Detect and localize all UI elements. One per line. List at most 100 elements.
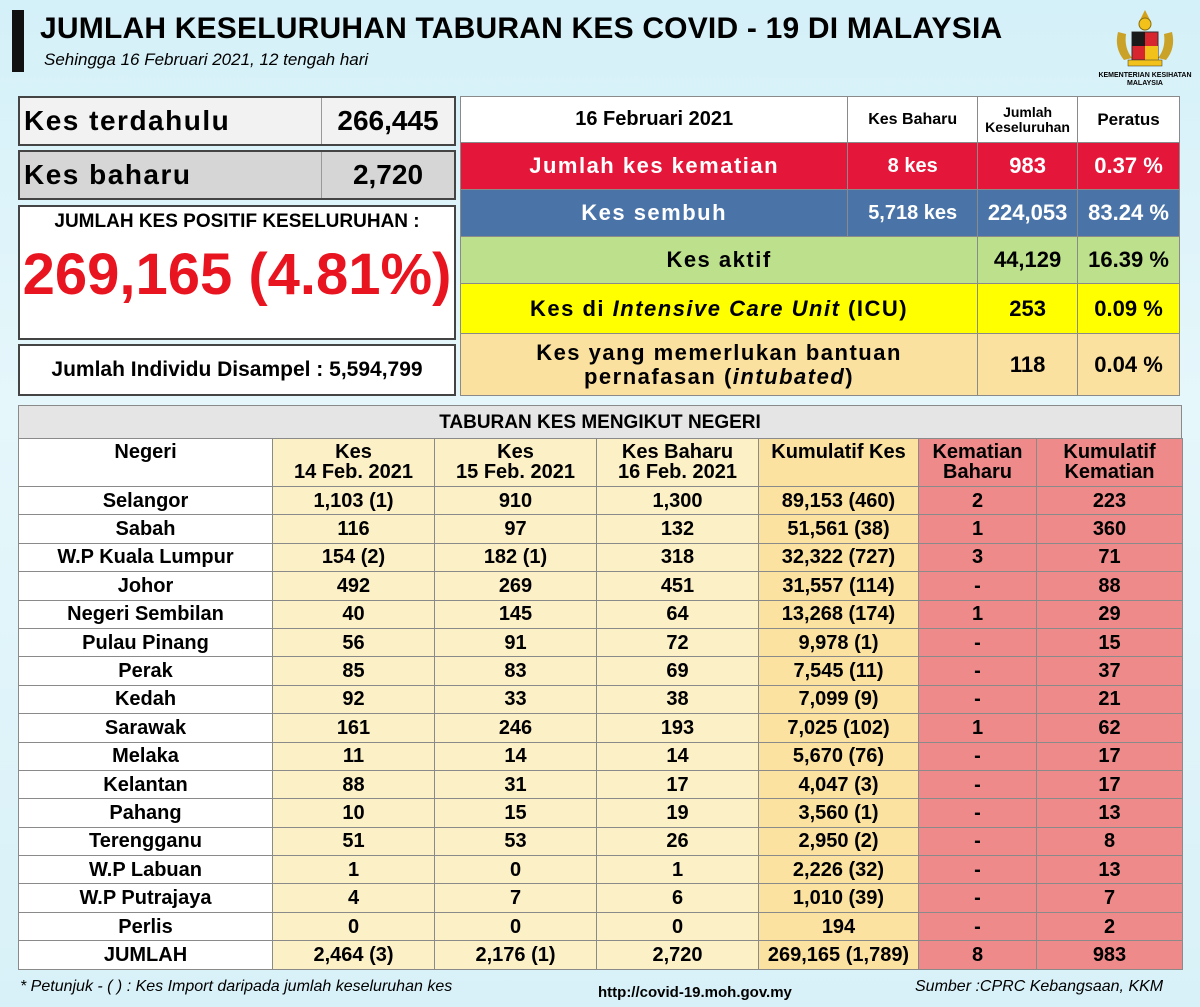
- summary-row-intubated: Kes yang memerlukan bantuan pernafasan (…: [459, 333, 1180, 396]
- cell-cases-14feb: 1: [272, 855, 435, 885]
- cell-new-cases-16feb: 451: [596, 571, 759, 601]
- summary-table: 16 Februari 2021 Kes Baharu Jumlah Kesel…: [459, 96, 1180, 396]
- summary-row-icu: Kes di Intensive Care Unit (ICU) 253 0.0…: [459, 283, 1180, 334]
- recovered-label: Kes sembuh: [459, 189, 849, 237]
- table-row: W.P Labuan 1 0 1 2,226 (32) -13: [18, 855, 1183, 885]
- deaths-label: Jumlah kes kematian: [459, 142, 849, 190]
- summary-header-new: Kes Baharu: [847, 96, 979, 143]
- cell-cumulative-deaths: 223: [1036, 485, 1183, 516]
- coat-of-arms-icon: [1116, 10, 1174, 67]
- cell-cases-15feb: 7: [434, 883, 597, 913]
- cell-cases-15feb: 15: [434, 798, 597, 828]
- cell-new-cases-16feb: 0: [596, 911, 759, 942]
- cell-cases-15feb: 2,176 (1): [434, 940, 597, 970]
- previous-cases-row: Kes terdahulu 266,445: [18, 96, 456, 146]
- cell-state: Pahang: [18, 798, 273, 828]
- cell-cases-14feb: 2,464 (3): [272, 940, 435, 970]
- cell-state: Selangor: [18, 485, 273, 516]
- cell-state: JUMLAH: [18, 940, 273, 970]
- cell-cumulative-cases: 7,099 (9): [758, 684, 919, 715]
- recovered-pct: 83.24 %: [1077, 189, 1180, 237]
- summary-row-recovered: Kes sembuh 5,718 kes 224,053 83.24 %: [459, 189, 1180, 237]
- cell-cumulative-cases: 51,561 (38): [758, 514, 919, 544]
- cell-cases-15feb: 33: [434, 684, 597, 715]
- cell-cases-15feb: 0: [434, 911, 597, 942]
- cell-new-deaths: 1: [918, 599, 1037, 629]
- cell-cumulative-cases: 2,226 (32): [758, 855, 919, 885]
- state-distribution: TABURAN KES MENGIKUT NEGERI Negeri Kes 14 …: [18, 405, 1183, 970]
- cell-state: Kedah: [18, 684, 273, 715]
- table-row: Sabah 116 97 132 51,561 (38) 1 360: [18, 514, 1183, 544]
- new-cases-row: Kes baharu 2,720: [18, 150, 456, 200]
- cell-cumulative-cases: 5,670 (76): [758, 741, 919, 771]
- cell-state: Perlis: [18, 911, 273, 942]
- cell-cumulative-deaths: 7: [1036, 883, 1183, 913]
- table-row: W.P Kuala Lumpur 154 (2) 182 (1) 318 32,322 …: [18, 542, 1183, 573]
- icu-pct: 0.09 %: [1077, 283, 1180, 334]
- cell-cases-14feb: 88: [272, 769, 435, 800]
- new-cases-value: 2,720: [352, 159, 424, 190]
- cell-new-deaths: 1: [918, 713, 1037, 743]
- table-row: Pahang 10 15 19 3,560 (1) -13: [18, 798, 1183, 828]
- cell-cases-14feb: 0: [272, 911, 435, 942]
- cell-new-deaths: -: [918, 911, 1037, 942]
- previous-cases-value: 266,445: [337, 105, 439, 136]
- summary-date: 16 Februari 2021: [459, 96, 849, 143]
- cell-cumulative-cases: 7,545 (11): [758, 656, 919, 686]
- header-state: Negeri: [18, 438, 273, 487]
- footnote: * Petunjuk - ( ) : Kes Import daripada j…: [20, 978, 453, 995]
- cell-cumulative-cases: 194: [758, 911, 919, 942]
- deaths-total: 983: [977, 142, 1079, 190]
- table-row: Sarawak 161 246 193 7,025 (102) 1 62: [18, 713, 1183, 743]
- cell-new-cases-16feb: 14: [596, 741, 759, 771]
- cell-cumulative-deaths: 71: [1036, 542, 1183, 573]
- summary-row-active: Kes aktif 44,129 16.39 %: [459, 236, 1180, 284]
- cell-new-deaths: -: [918, 627, 1037, 658]
- table-row: Kedah 92 33 38 7,099 (9) -21: [18, 684, 1183, 715]
- cell-state: Negeri Sembilan: [18, 599, 273, 629]
- cell-cases-14feb: 51: [272, 826, 435, 857]
- cell-state: Kelantan: [18, 769, 273, 800]
- cell-new-cases-16feb: 17: [596, 769, 759, 800]
- table-row: Perak 85 83 69 7,545 (11) -37: [18, 656, 1183, 686]
- table-row: Terengganu 51 53 26 2,950 (2) -8: [18, 826, 1183, 857]
- cell-cumulative-deaths: 17: [1036, 769, 1183, 800]
- table-row: Melaka 11 14 14 5,670 (76) -17: [18, 741, 1183, 771]
- cell-new-deaths: 1: [918, 514, 1037, 544]
- cell-new-cases-16feb: 1,300: [596, 485, 759, 516]
- cell-new-deaths: -: [918, 855, 1037, 885]
- cell-new-cases-16feb: 193: [596, 713, 759, 743]
- cell-cases-14feb: 161: [272, 713, 435, 743]
- cell-state: Terengganu: [18, 826, 273, 857]
- source-url[interactable]: http://covid-19.moh.gov.my: [598, 984, 792, 1001]
- cell-cases-14feb: 1,103 (1): [272, 485, 435, 516]
- ministry-logo: KEMENTERIAN KESIHATAN MALAYSIA: [1096, 8, 1194, 90]
- page-subtitle: Sehingga 16 Februari 2021, 12 tengah har…: [44, 50, 369, 69]
- summary-header-pct: Peratus: [1077, 96, 1180, 143]
- cell-cases-15feb: 0: [434, 855, 597, 885]
- cell-cumulative-cases: 9,978 (1): [758, 627, 919, 658]
- cell-cases-14feb: 492: [272, 571, 435, 601]
- cell-new-deaths: -: [918, 826, 1037, 857]
- cell-new-cases-16feb: 69: [596, 656, 759, 686]
- header-new-deaths: Kematian Baharu: [918, 438, 1037, 487]
- cell-new-deaths: -: [918, 656, 1037, 686]
- cell-new-cases-16feb: 6: [596, 883, 759, 913]
- cell-state: W.P Labuan: [18, 855, 273, 885]
- header-cumulative-cases: Kumulatif Kes: [758, 438, 919, 487]
- cell-new-deaths: 8: [918, 940, 1037, 970]
- table-row: Kelantan 88 31 17 4,047 (3) -17: [18, 769, 1183, 800]
- table-row: W.P Putrajaya 4 7 6 1,010 (39) -7: [18, 883, 1183, 913]
- cell-cumulative-cases: 13,268 (174): [758, 599, 919, 629]
- state-table-caption: TABURAN KES MENGIKUT NEGERI: [18, 405, 1182, 438]
- cell-cases-15feb: 246: [434, 713, 597, 743]
- cell-state: Pulau Pinang: [18, 627, 273, 658]
- deaths-new: 8 kes: [847, 142, 979, 190]
- header-cases-15feb: Kes 15 Feb. 2021: [434, 438, 597, 487]
- summary-row-deaths: Jumlah kes kematian 8 kes 983 0.37 %: [459, 142, 1180, 190]
- total-positive-value: 269,165 (4.81%): [22, 242, 452, 307]
- cell-cumulative-cases: 1,010 (39): [758, 883, 919, 913]
- cell-cases-14feb: 40: [272, 599, 435, 629]
- cell-state: Perak: [18, 656, 273, 686]
- summary-header-total: Jumlah Keseluruhan: [977, 96, 1079, 143]
